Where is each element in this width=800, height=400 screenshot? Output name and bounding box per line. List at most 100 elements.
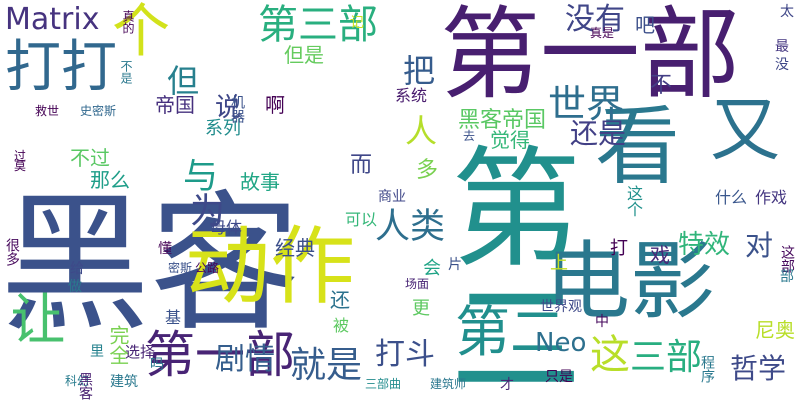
cloud-word: 作戏 bbox=[755, 188, 788, 207]
cloud-word: 中 bbox=[595, 314, 609, 330]
cloud-word: 真的 bbox=[121, 10, 135, 34]
cloud-word: 打打 bbox=[5, 35, 117, 100]
cloud-word: 个 bbox=[112, 0, 171, 65]
cloud-word: 吧 bbox=[635, 13, 655, 37]
cloud-word: 黑客 bbox=[77, 372, 93, 400]
cloud-word: 救世 bbox=[35, 104, 60, 118]
cloud-word: 戏 bbox=[650, 243, 670, 267]
cloud-word: 与 bbox=[183, 157, 219, 197]
cloud-word: 经典 bbox=[275, 236, 315, 260]
cloud-word: 动作 bbox=[185, 218, 356, 317]
cloud-word: 部 bbox=[780, 269, 794, 285]
cloud-word: 不过 bbox=[70, 146, 110, 170]
cloud-word: 这 bbox=[590, 332, 630, 378]
cloud-word: 很多 bbox=[4, 238, 20, 266]
cloud-word: 做 bbox=[68, 279, 82, 295]
cloud-word: 觉得 bbox=[490, 128, 530, 152]
cloud-word: 电影 bbox=[545, 233, 716, 332]
cloud-word: 还 bbox=[330, 288, 350, 312]
cloud-word: 母体 bbox=[210, 218, 243, 237]
cloud-word: 系列 bbox=[205, 118, 241, 139]
cloud-word: 选择 bbox=[125, 343, 156, 361]
cloud-word: 第二 bbox=[455, 300, 566, 364]
cloud-word: 对 bbox=[745, 229, 774, 262]
cloud-word: 史密斯 bbox=[80, 104, 117, 118]
cloud-word: 懂 bbox=[158, 241, 172, 257]
cloud-word: 记 bbox=[350, 15, 364, 31]
cloud-word: 第一部 bbox=[440, 0, 740, 113]
cloud-word: 三部曲 bbox=[365, 377, 402, 391]
cloud-word: 不是 bbox=[119, 60, 133, 84]
cloud-word: 还是 bbox=[570, 117, 627, 150]
cloud-word: 里 bbox=[90, 344, 104, 360]
cloud-word: 特效 bbox=[678, 230, 731, 260]
cloud-word: 把 bbox=[403, 52, 436, 90]
cloud-word: 才 bbox=[500, 377, 514, 393]
cloud-word: 黑客 bbox=[0, 178, 301, 352]
cloud-word: 世界观 bbox=[540, 299, 582, 315]
cloud-word: 密斯 bbox=[168, 261, 193, 275]
cloud-word: 三部 bbox=[630, 337, 703, 378]
cloud-word: 程序 bbox=[699, 355, 715, 383]
cloud-word: 剧情 bbox=[215, 342, 275, 377]
cloud-word: 让 bbox=[1, 290, 65, 345]
cloud-word: 系统 bbox=[395, 86, 428, 105]
cloud-word: 上 bbox=[550, 253, 568, 274]
cloud-word: 而 bbox=[350, 153, 373, 178]
cloud-word: 说 bbox=[215, 93, 242, 123]
cloud-word: 世界 bbox=[548, 82, 625, 126]
cloud-word: 帝国 bbox=[155, 93, 195, 117]
cloud-word: 最 bbox=[775, 39, 789, 55]
cloud-word: 黑客帝国 bbox=[458, 108, 547, 133]
cloud-word: 科幻 bbox=[65, 374, 90, 388]
cloud-word: 啊 bbox=[265, 93, 285, 117]
cloud-word: 过 bbox=[14, 149, 27, 163]
cloud-word: 第二 bbox=[429, 140, 581, 400]
cloud-word: 吗 bbox=[150, 357, 164, 373]
cloud-word: 又 bbox=[710, 89, 780, 171]
cloud-word: 太 bbox=[780, 4, 794, 20]
cloud-word: 莫 bbox=[14, 159, 27, 173]
cloud-word: 第一部 bbox=[145, 326, 295, 384]
cloud-word: 这个 bbox=[624, 185, 643, 217]
cloud-word: Neo bbox=[535, 328, 587, 358]
cloud-word: 看 bbox=[595, 98, 681, 197]
cloud-word: 第三部 bbox=[258, 2, 378, 48]
cloud-word: 为 bbox=[190, 192, 226, 232]
cloud-word: 去 bbox=[463, 129, 476, 143]
cloud-word: 商业 bbox=[378, 189, 406, 205]
cloud-word: 公路 bbox=[195, 261, 220, 275]
cloud-word: 基 bbox=[165, 308, 182, 327]
cloud-word: 但 bbox=[167, 62, 200, 100]
cloud-word: 故事 bbox=[240, 170, 280, 194]
cloud-word: 人 bbox=[405, 112, 438, 150]
cloud-word: 建筑师 bbox=[430, 377, 467, 391]
cloud-word: 给 bbox=[70, 261, 84, 277]
cloud-word: 打 bbox=[610, 238, 628, 259]
cloud-word: 什么 bbox=[715, 188, 748, 207]
cloud-word: 场面 bbox=[405, 277, 430, 291]
cloud-word: Matrix bbox=[5, 2, 100, 37]
cloud-word: 会 bbox=[423, 258, 441, 279]
cloud-word: 就是 bbox=[290, 345, 363, 386]
cloud-word: 更 bbox=[412, 298, 430, 319]
cloud-word: 机器 bbox=[229, 95, 245, 123]
cloud-word: 只是 bbox=[545, 369, 573, 385]
cloud-word: 打斗 bbox=[375, 337, 435, 372]
cloud-word: 可以 bbox=[345, 210, 378, 229]
cloud-word: 被 bbox=[333, 316, 350, 335]
cloud-word: 完全 bbox=[106, 325, 130, 365]
cloud-word: 这部 bbox=[779, 245, 795, 273]
cloud-word: 那么 bbox=[90, 168, 130, 192]
cloud-word: 人类 bbox=[375, 207, 446, 247]
cloud-word: 没 bbox=[775, 57, 789, 73]
cloud-word: 多 bbox=[416, 158, 439, 183]
cloud-word: 尼奥 bbox=[755, 318, 795, 342]
cloud-word: 片 bbox=[448, 257, 462, 273]
cloud-word: 哲学 bbox=[730, 352, 787, 385]
cloud-word: 但是 bbox=[284, 43, 324, 67]
cloud-word: 没有 bbox=[565, 2, 625, 37]
cloud-word: 不 bbox=[650, 73, 673, 98]
cloud-word: 真是 bbox=[590, 26, 615, 40]
